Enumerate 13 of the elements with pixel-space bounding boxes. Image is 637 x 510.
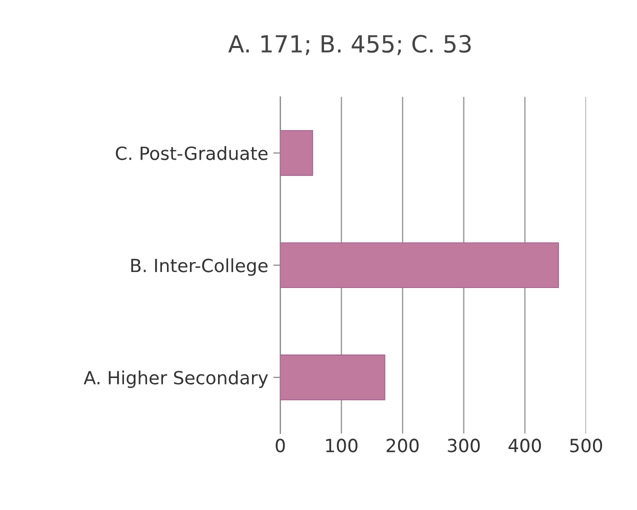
y-tick-label: C. Post-Graduate bbox=[116, 146, 268, 160]
y-tick-label: B. Inter-College bbox=[131, 258, 268, 276]
bar bbox=[280, 242, 559, 288]
bar bbox=[280, 130, 314, 176]
x-tick-label: 400 bbox=[508, 438, 541, 452]
chart-title: A. 171; B. 455; C. 53 bbox=[228, 34, 471, 56]
x-tick-label: 0 bbox=[276, 438, 285, 452]
x-tick-label: 200 bbox=[386, 438, 419, 452]
y-tick-label: A. Higher Secondary bbox=[84, 370, 268, 388]
x-tick-label: 500 bbox=[570, 438, 602, 452]
x-tick-label: 300 bbox=[448, 438, 480, 452]
x-tick-label: 100 bbox=[326, 438, 358, 452]
bar bbox=[280, 354, 386, 400]
